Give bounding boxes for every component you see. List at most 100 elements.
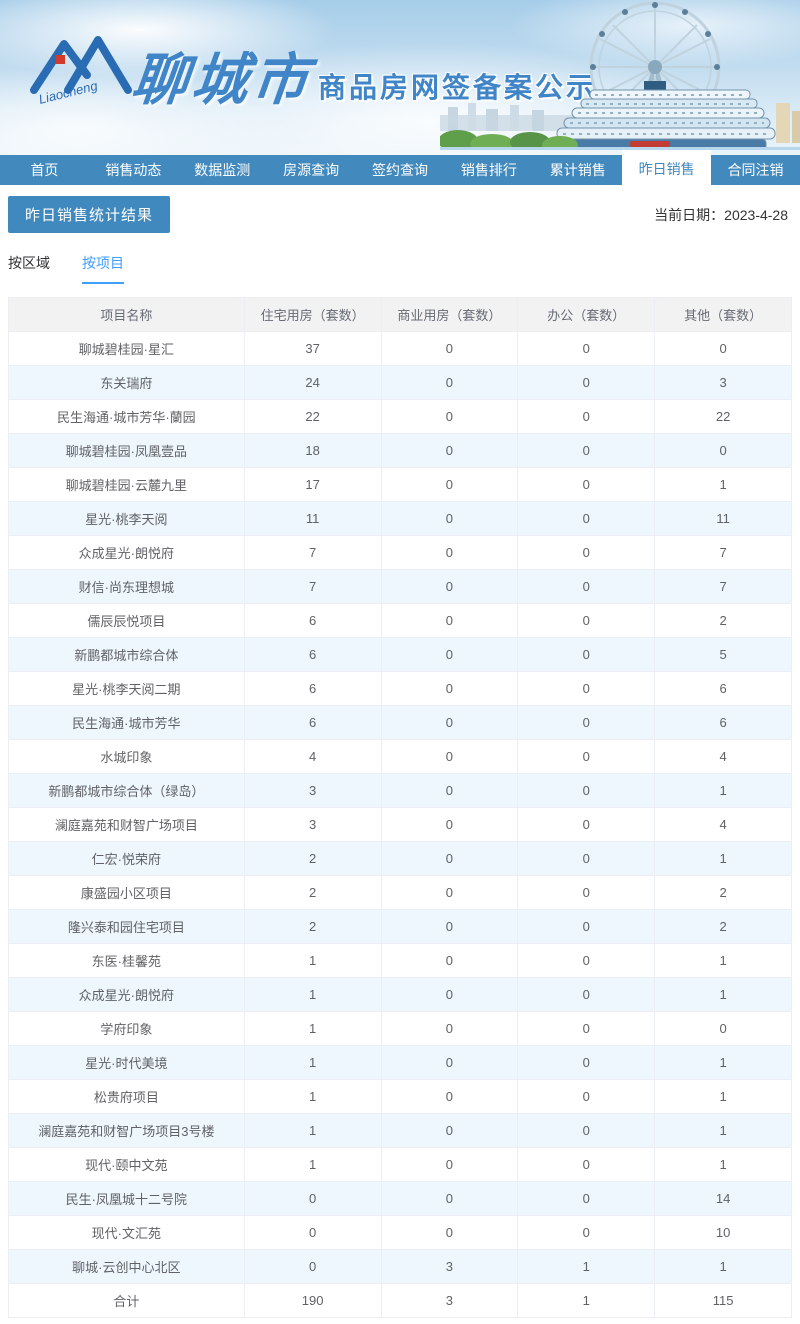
project-name: 现代·颐中文苑 (8, 1147, 245, 1182)
cell-value: 0 (380, 637, 519, 672)
cell-value: 0 (380, 365, 519, 400)
cell-value: 0 (380, 467, 519, 502)
table-row: 星光·桃李天阅 11 0 0 11 (8, 501, 792, 536)
cell-value: 1 (243, 977, 382, 1012)
project-name: 民生·凤凰城十二号院 (8, 1181, 245, 1216)
cell-value: 0 (517, 603, 656, 638)
total-label: 合计 (8, 1283, 245, 1318)
cell-value: 0 (380, 331, 519, 366)
cell-value: 0 (380, 1113, 519, 1148)
cell-value: 0 (380, 1147, 519, 1182)
cell-value: 7 (654, 569, 792, 604)
current-date-label: 当前日期：2023-4-28 (654, 206, 788, 223)
tab-by-project[interactable]: 按项目 (82, 253, 124, 284)
section-title-badge: 昨日销售统计结果 (8, 196, 171, 233)
header-banner: Liaocheng 聊城市 商品房网签备案公示 (0, 0, 800, 155)
project-name: 新鹏都城市综合体（绿岛） (8, 773, 245, 808)
cell-value: 0 (380, 671, 519, 706)
nav-item-home[interactable]: 首页 (30, 162, 59, 178)
project-name: 仁宏·悦荣府 (8, 841, 245, 876)
project-name: 隆兴泰和园住宅项目 (8, 909, 245, 944)
nav-item-yesterday-sales[interactable]: 昨日销售 (622, 150, 712, 191)
cell-value: 4 (654, 807, 792, 842)
column-header: 其他（套数） (654, 297, 792, 332)
cell-value: 1 (243, 1113, 382, 1148)
cell-value: 1 (243, 1079, 382, 1114)
cell-value: 2 (654, 603, 792, 638)
cell-value: 0 (380, 977, 519, 1012)
cell-value: 2 (243, 875, 382, 910)
cell-value: 0 (380, 841, 519, 876)
project-name: 东关瑞府 (8, 365, 245, 400)
cell-value: 0 (517, 569, 656, 604)
nav-item-cumulative-sales[interactable]: 累计销售 (549, 162, 606, 178)
cell-value: 0 (517, 535, 656, 570)
main-nav: 首页 销售动态 数据监测 房源查询 签约查询 销售排行 累计销售 昨日销售 合同注销 (0, 150, 800, 191)
nav-item-sales-dynamics[interactable]: 销售动态 (105, 162, 162, 178)
cell-value: 3 (380, 1249, 519, 1284)
cell-value: 24 (243, 365, 382, 400)
cell-value: 0 (517, 705, 656, 740)
banner-title: 商品房网签备案公示 (318, 72, 598, 103)
mountain-logo-icon: Liaocheng (28, 28, 140, 114)
table-row: 水城印象 4 0 0 4 (8, 739, 792, 774)
cell-value: 0 (517, 739, 656, 774)
cell-value: 0 (654, 1011, 792, 1046)
cell-value: 10 (654, 1215, 792, 1250)
cell-value: 6 (243, 671, 382, 706)
cell-value: 0 (517, 467, 656, 502)
cell-value: 190 (243, 1283, 382, 1318)
cell-value: 0 (517, 875, 656, 910)
cell-value: 5 (654, 637, 792, 672)
project-name: 民生海通·城市芳华·蘭园 (8, 399, 245, 434)
cell-value: 0 (380, 569, 519, 604)
cell-value: 0 (380, 1045, 519, 1080)
nav-item-sales-ranking[interactable]: 销售排行 (460, 162, 517, 178)
toolbar: 昨日销售统计结果 当前日期：2023-4-28 (8, 196, 792, 233)
cell-value: 1 (654, 1147, 792, 1182)
cell-value: 0 (380, 603, 519, 638)
table-row: 聊城碧桂园·凤凰壹品 18 0 0 0 (8, 433, 792, 468)
cell-value: 0 (380, 399, 519, 434)
cell-value: 0 (517, 671, 656, 706)
cell-value: 0 (380, 705, 519, 740)
cell-value: 0 (517, 1011, 656, 1046)
cell-value: 11 (243, 501, 382, 536)
cell-value: 17 (243, 467, 382, 502)
nav-item-signing-query[interactable]: 签约查询 (372, 162, 428, 178)
cell-value: 0 (380, 1181, 519, 1216)
cell-value: 0 (380, 1215, 519, 1250)
cell-value: 6 (243, 637, 382, 672)
cell-value: 1 (517, 1283, 656, 1318)
main-content: 昨日销售统计结果 当前日期：2023-4-28 按区域 按项目 项目名称 住宅用房（… (0, 196, 800, 1318)
table-row: 新鹏都城市综合体 6 0 0 5 (8, 637, 792, 672)
project-name: 星光·桃李天阅二期 (8, 671, 245, 706)
tab-by-region[interactable]: 按区域 (8, 255, 50, 271)
cell-value: 1 (654, 1113, 792, 1148)
project-name: 星光·时代美境 (8, 1045, 245, 1080)
cell-value: 0 (380, 1011, 519, 1046)
cell-value: 7 (243, 535, 382, 570)
table-body: 聊城碧桂园·星汇 37 0 0 0 东关瑞府 24 0 0 3 民生海通·城市芳华·蘭园 22 0 0 22… (8, 331, 792, 1318)
cell-value: 1 (654, 841, 792, 876)
table-row: 澜庭嘉苑和财智广场项目 3 0 0 4 (8, 807, 792, 842)
nav-item-data-monitor[interactable]: 数据监测 (194, 162, 251, 178)
cell-value: 0 (380, 535, 519, 570)
total-row: 合计 190 3 1 115 (8, 1283, 792, 1318)
project-name: 现代·文汇苑 (8, 1215, 245, 1250)
cell-value: 1 (243, 1147, 382, 1182)
nav-item-listing-query[interactable]: 房源查询 (283, 162, 340, 178)
cell-value: 0 (380, 875, 519, 910)
cell-value: 0 (380, 773, 519, 808)
cell-value: 0 (380, 433, 519, 468)
nav-item-contract-cancel[interactable]: 合同注销 (727, 162, 784, 178)
cell-value: 6 (654, 671, 792, 706)
cell-value: 0 (654, 433, 792, 468)
table-header-row: 项目名称 住宅用房（套数） 商业用房（套数） 办公（套数） 其他（套数） (8, 297, 792, 332)
cell-value: 115 (654, 1283, 792, 1318)
cell-value: 22 (654, 399, 792, 434)
project-name: 澜庭嘉苑和财智广场项目3号楼 (8, 1113, 245, 1148)
table-row: 现代·文汇苑 0 0 0 10 (8, 1215, 792, 1250)
cell-value: 3 (654, 365, 792, 400)
cell-value: 3 (243, 807, 382, 842)
